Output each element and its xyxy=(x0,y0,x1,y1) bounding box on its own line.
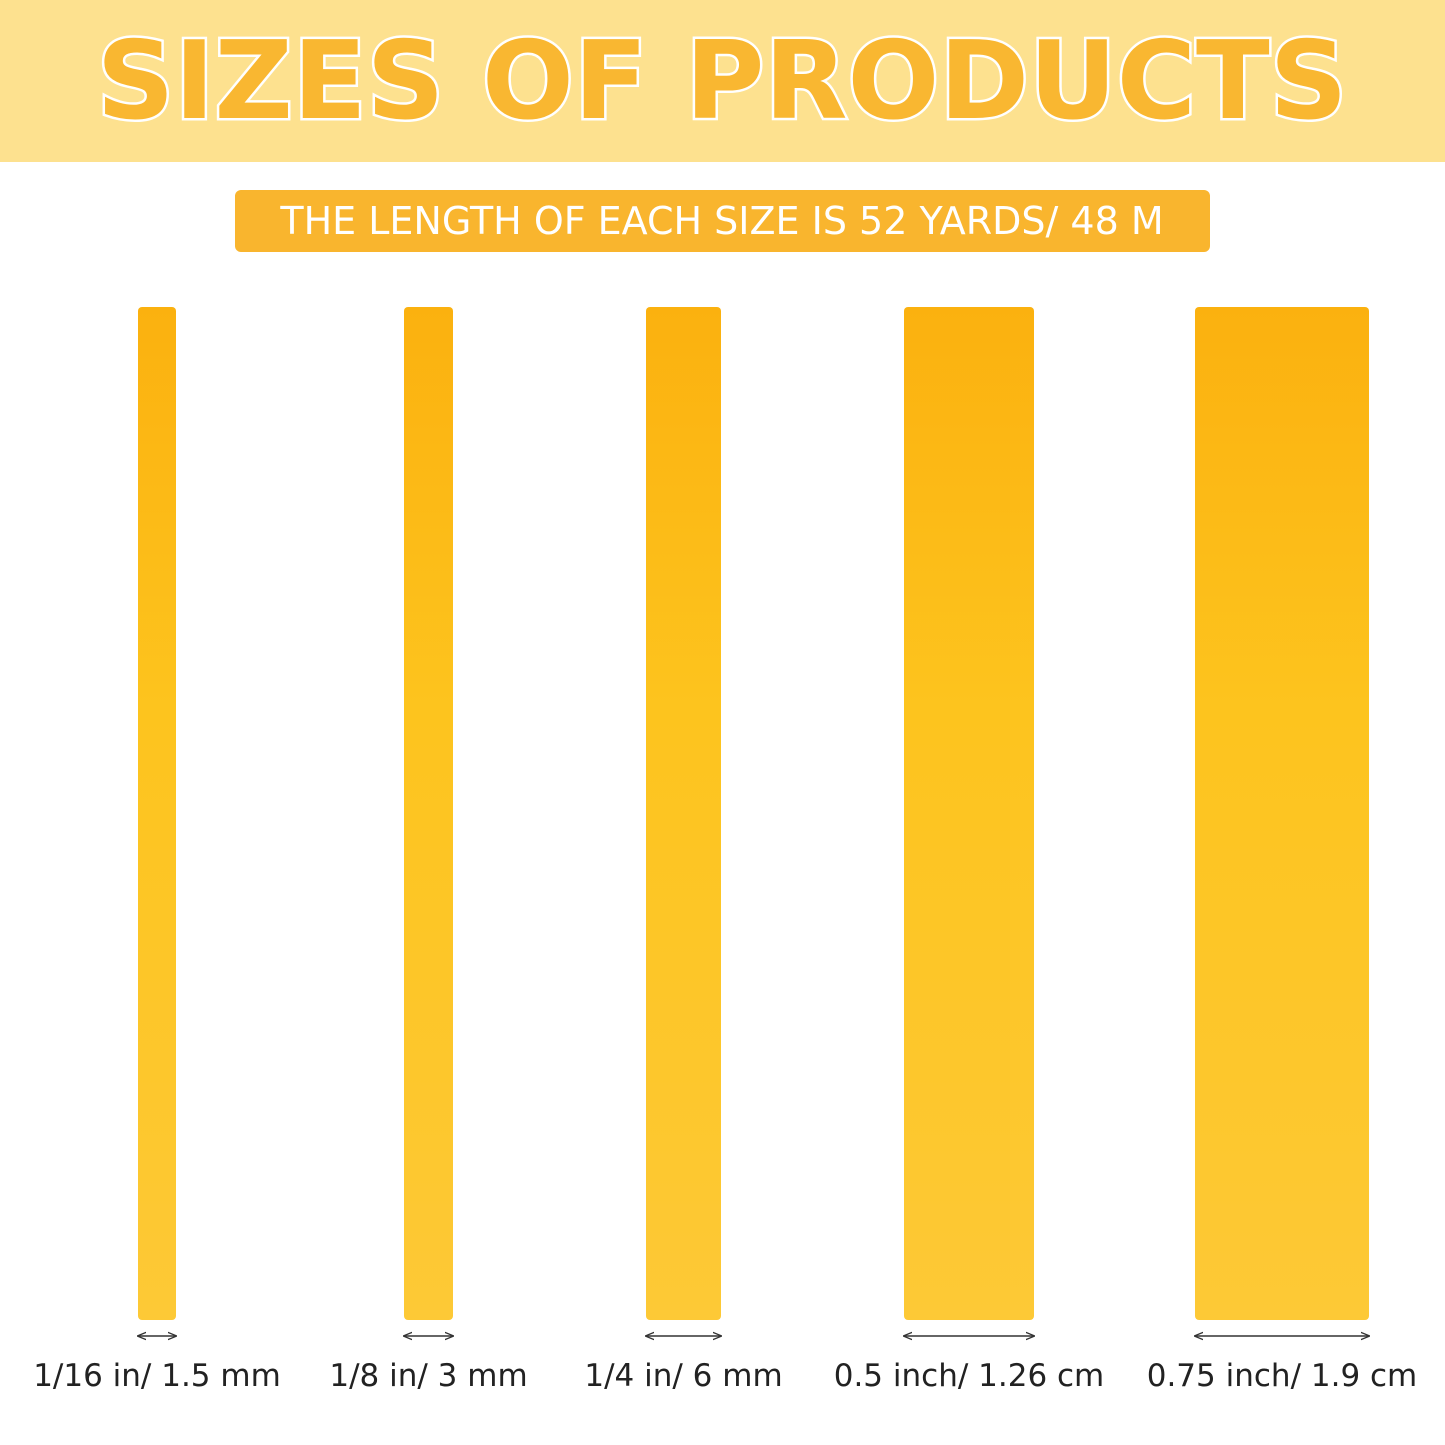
subtitle-pill xyxy=(235,190,1210,252)
size-label: 1/4 in/ 6 mm xyxy=(584,1358,782,1394)
tape-strip xyxy=(138,307,176,1320)
title: SIZES OF PRODUCTS xyxy=(97,19,1348,144)
size-label: 0.75 inch/ 1.9 cm xyxy=(1147,1358,1418,1394)
tape-strip xyxy=(646,307,721,1320)
size-label: 1/8 in/ 3 mm xyxy=(329,1358,527,1394)
size-label: 0.5 inch/ 1.26 cm xyxy=(834,1358,1105,1394)
header-band xyxy=(0,0,1445,162)
subtitle: THE LENGTH OF EACH SIZE IS 52 YARDS/ 48 … xyxy=(279,199,1163,243)
tape-strip xyxy=(404,307,453,1320)
size-label: 1/16 in/ 1.5 mm xyxy=(33,1358,281,1394)
tape-strip xyxy=(904,307,1034,1320)
strips: 1/16 in/ 1.5 mm 1/8 in/ 3 mm 1/4 in/ 6 mm 0… xyxy=(33,307,1417,1394)
tape-strip xyxy=(1195,307,1369,1320)
